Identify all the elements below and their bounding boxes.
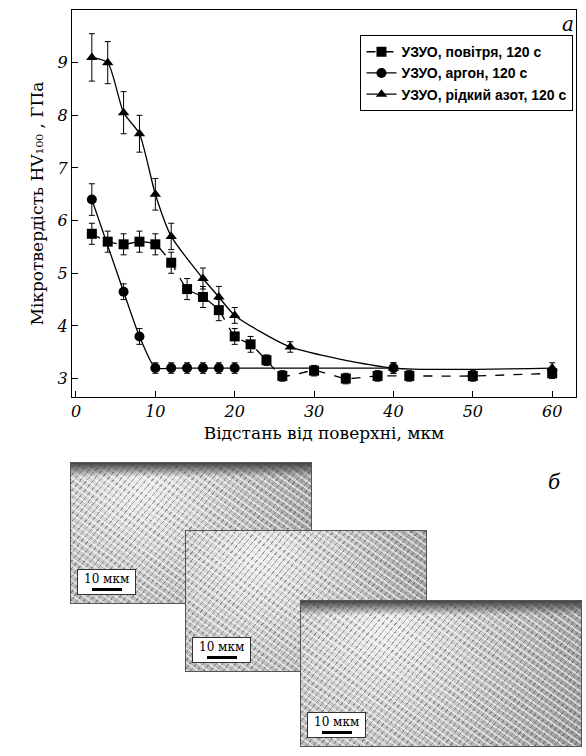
html-text:10 мкм: 10 мкм [314, 715, 360, 729]
svg-text:5: 5 [57, 264, 67, 283]
svg-text:УЗУО, рідкий азот, 120 с: УЗУО, рідкий азот, 120 с [401, 87, 566, 103]
svg-text:Мікротвердість HV₁₀₀ , ГПа: Мікротвердість HV₁₀₀ , ГПа [27, 82, 47, 326]
svg-text:6: 6 [57, 211, 67, 230]
html-text:10 мкм: 10 мкм [199, 640, 245, 654]
svg-text:30: 30 [304, 402, 324, 421]
svg-text:а: а [562, 12, 574, 36]
svg-text:60: 60 [542, 402, 562, 421]
svg-text:УЗУО, аргон, 120 с: УЗУО, аргон, 120 с [401, 65, 527, 81]
svg-text:0: 0 [71, 402, 81, 421]
svg-text:4: 4 [56, 317, 67, 336]
svg-text:Відстань від поверхні, мкм: Відстань від поверхні, мкм [204, 423, 445, 443]
svg-text:8: 8 [57, 106, 67, 125]
html-text:10 мкм: 10 мкм [84, 572, 130, 586]
svg-text:40: 40 [382, 402, 403, 421]
svg-text:3: 3 [57, 369, 67, 388]
svg-text:9: 9 [57, 53, 67, 72]
svg-text:7: 7 [57, 159, 68, 178]
svg-text:50: 50 [463, 402, 483, 421]
html-text:б: б [548, 470, 561, 494]
svg-text:УЗУО, повітря, 120 с: УЗУО, повітря, 120 с [401, 44, 541, 60]
svg-text:10: 10 [145, 402, 165, 421]
svg-text:20: 20 [224, 402, 245, 421]
